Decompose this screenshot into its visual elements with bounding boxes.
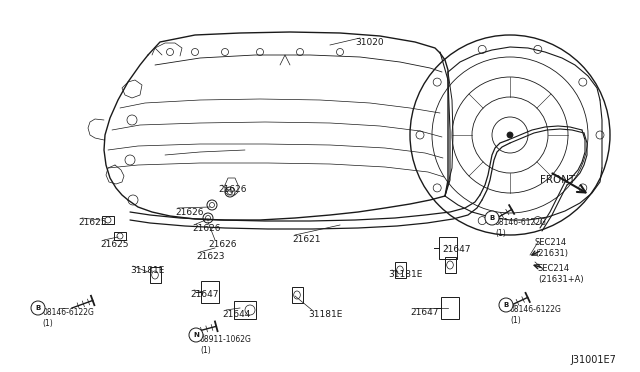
Text: 08146-6122G
(1): 08146-6122G (1)	[510, 305, 562, 325]
Text: 21626: 21626	[218, 185, 246, 194]
Bar	[234, 301, 256, 319]
Text: 31020: 31020	[355, 38, 383, 47]
Text: 08146-6122G
(1): 08146-6122G (1)	[42, 308, 94, 328]
Text: 21625: 21625	[100, 240, 129, 249]
Text: B: B	[35, 305, 40, 311]
Bar	[441, 297, 459, 319]
Text: 21623: 21623	[196, 252, 225, 261]
Circle shape	[499, 298, 513, 312]
Bar	[114, 232, 126, 240]
Bar	[201, 281, 219, 303]
Circle shape	[31, 301, 45, 315]
Text: 31181E: 31181E	[308, 310, 342, 319]
Text: J31001E7: J31001E7	[570, 355, 616, 365]
Text: 21626: 21626	[192, 224, 221, 233]
Circle shape	[507, 132, 513, 138]
Bar	[150, 267, 161, 283]
Text: 21626: 21626	[175, 208, 204, 217]
Text: SEC214
(21631+A): SEC214 (21631+A)	[538, 264, 584, 284]
Text: N: N	[193, 332, 199, 338]
Text: 21644: 21644	[222, 310, 250, 319]
Text: 08146-6122G
(1): 08146-6122G (1)	[495, 218, 547, 238]
Circle shape	[485, 211, 499, 225]
Text: 21647: 21647	[410, 308, 438, 317]
Text: 31181E: 31181E	[388, 270, 422, 279]
Text: FRONT: FRONT	[540, 175, 575, 185]
Bar	[439, 237, 457, 259]
Text: 21625: 21625	[78, 218, 106, 227]
Text: B: B	[490, 215, 495, 221]
Text: 21647: 21647	[190, 290, 218, 299]
Text: B: B	[504, 302, 509, 308]
Text: 08911-1062G
(1): 08911-1062G (1)	[200, 335, 252, 355]
Bar	[445, 257, 456, 273]
Text: 21621: 21621	[292, 235, 321, 244]
Circle shape	[189, 328, 203, 342]
Bar	[292, 287, 303, 303]
Bar	[395, 262, 406, 278]
Text: 31181E: 31181E	[130, 266, 164, 275]
Text: SEC214
(21631): SEC214 (21631)	[535, 238, 568, 258]
Text: 21647: 21647	[442, 245, 470, 254]
Text: 21626: 21626	[208, 240, 237, 249]
Bar	[102, 216, 114, 224]
